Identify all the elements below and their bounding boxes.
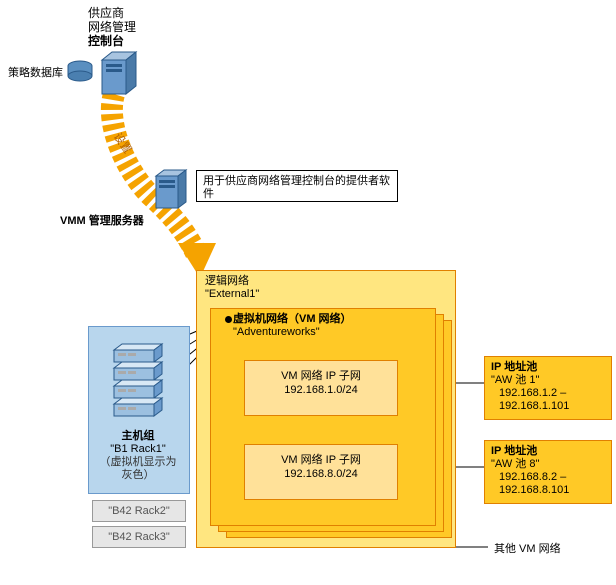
hostgroup-label: 主机组 "B1 Rack1" （虚拟机显示为 灰色） bbox=[88, 430, 188, 482]
pool1-range: 192.168.1.2 – 192.168.1.101 bbox=[491, 387, 605, 413]
hostgroup-note1: （虚拟机显示为 bbox=[88, 456, 188, 469]
vmm-server-icon bbox=[150, 166, 192, 214]
logical-network-title: 逻辑网络 bbox=[205, 275, 259, 288]
subnet2-title: VM 网络 IP 子网 bbox=[245, 453, 397, 467]
pool2-range: 192.168.8.2 – 192.168.8.101 bbox=[491, 471, 605, 497]
hostgroup-title: 主机组 bbox=[88, 430, 188, 443]
pool2-title: IP 地址池 bbox=[491, 445, 605, 458]
vendor-line2: 网络管理 bbox=[88, 20, 136, 34]
subnet1-box: VM 网络 IP 子网 192.168.1.0/24 bbox=[244, 360, 398, 416]
subnet2-cidr: 192.168.8.0/24 bbox=[245, 467, 397, 481]
hostgroup-note2: 灰色） bbox=[88, 469, 188, 482]
provider-software-box: 用于供应商网络管理控制台的提供者软件 bbox=[196, 170, 398, 202]
subnet1-title: VM 网络 IP 子网 bbox=[245, 369, 397, 383]
vm-network-name: "Adventureworks" bbox=[233, 326, 352, 339]
vendor-line3: 控制台 bbox=[88, 34, 136, 48]
vm-network-dot bbox=[225, 316, 232, 323]
policy-db-label: 策略数据库 bbox=[8, 64, 63, 80]
vendor-server-icon bbox=[96, 48, 142, 98]
ip-pool2-box: IP 地址池 "AW 池 8" 192.168.8.2 – 192.168.8.… bbox=[484, 440, 612, 504]
logical-network-name: "External1" bbox=[205, 288, 259, 301]
policy-db-icon bbox=[66, 60, 94, 82]
rack2-box: "B42 Rack2" bbox=[92, 500, 186, 522]
provider-software-text: 用于供应商网络管理控制台的提供者软件 bbox=[203, 175, 390, 200]
vendor-console-label: 供应商 网络管理 控制台 bbox=[88, 6, 136, 48]
vendor-line1: 供应商 bbox=[88, 6, 136, 20]
vmm-server-label: VMM 管理服务器 bbox=[60, 212, 144, 228]
pool1-title: IP 地址池 bbox=[491, 361, 605, 374]
hostgroup-name: "B1 Rack1" bbox=[88, 443, 188, 456]
other-vm-label: 其他 VM 网络 bbox=[494, 540, 561, 556]
logical-network-header: 逻辑网络 "External1" bbox=[205, 275, 259, 301]
ip-pool1-box: IP 地址池 "AW 池 1" 192.168.1.2 – 192.168.1.… bbox=[484, 356, 612, 420]
pool1-name: "AW 池 1" bbox=[491, 374, 605, 387]
hostgroup-stack-icon bbox=[106, 334, 170, 426]
pool2-name: "AW 池 8" bbox=[491, 458, 605, 471]
subnet2-box: VM 网络 IP 子网 192.168.8.0/24 bbox=[244, 444, 398, 500]
vm-network-title: 虚拟机网络（VM 网络） bbox=[233, 313, 352, 326]
vm-network-header: 虚拟机网络（VM 网络） "Adventureworks" bbox=[233, 313, 352, 339]
rack3-box: "B42 Rack3" bbox=[92, 526, 186, 548]
subnet1-cidr: 192.168.1.0/24 bbox=[245, 383, 397, 397]
